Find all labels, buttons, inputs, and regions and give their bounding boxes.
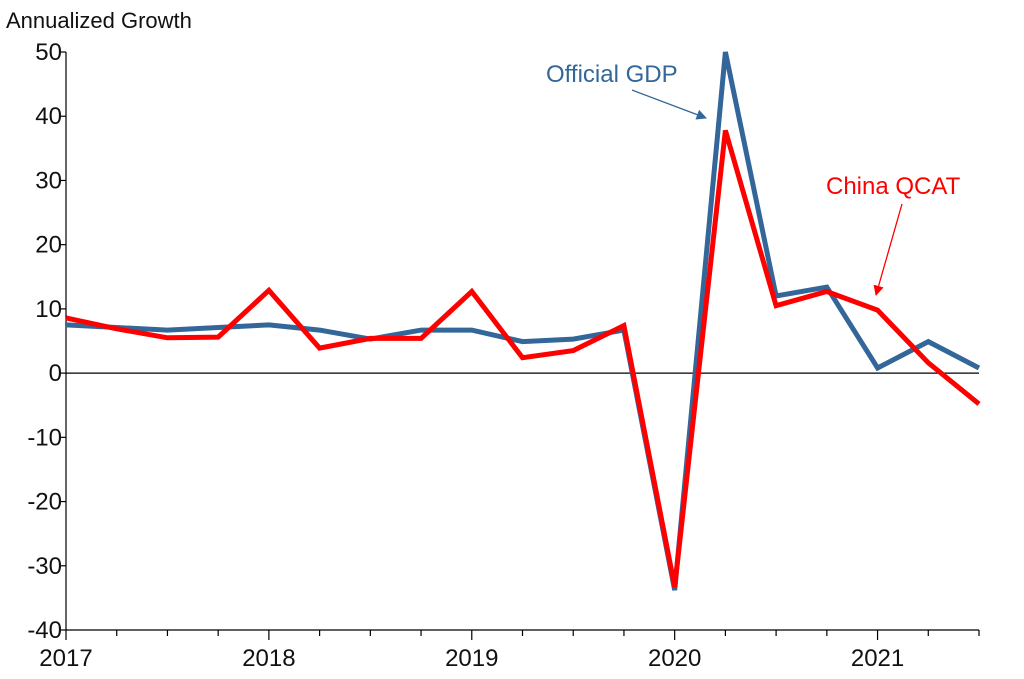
y-tick-label: -20 bbox=[27, 489, 62, 516]
y-tick-label: -10 bbox=[27, 424, 62, 451]
y-tick-label: 0 bbox=[49, 360, 62, 387]
y-tick-label: -40 bbox=[27, 617, 62, 644]
x-tick-label: 2018 bbox=[242, 645, 295, 672]
x-tick-label: 2020 bbox=[648, 645, 701, 672]
series-layer bbox=[65, 51, 981, 591]
official-gdp-arrow bbox=[631, 89, 707, 120]
y-tick-label: 40 bbox=[35, 103, 62, 130]
y-tick-label: -30 bbox=[27, 553, 62, 580]
x-axis: 2017 2018 2019 2020 2021 bbox=[39, 630, 980, 672]
y-axis-label: Annualized Growth bbox=[6, 8, 192, 33]
y-tick-label: 10 bbox=[35, 296, 62, 323]
y-tick-label: 30 bbox=[35, 167, 62, 194]
series-line-official-gdp bbox=[65, 51, 981, 591]
china-qcat-label: China QCAT bbox=[826, 173, 961, 200]
y-axis: 50 40 30 20 10 0 -10 -20 -30 -40 bbox=[27, 39, 66, 644]
y-tick-label: 20 bbox=[35, 232, 62, 259]
series-line-china-qcat bbox=[65, 129, 981, 588]
official-gdp-label: Official GDP bbox=[546, 61, 678, 88]
x-tick-label: 2017 bbox=[39, 645, 92, 672]
x-tick-label: 2021 bbox=[851, 645, 904, 672]
x-tick-label: 2019 bbox=[445, 645, 498, 672]
y-tick-label: 50 bbox=[35, 39, 62, 66]
china-qcat-arrow bbox=[873, 203, 903, 296]
